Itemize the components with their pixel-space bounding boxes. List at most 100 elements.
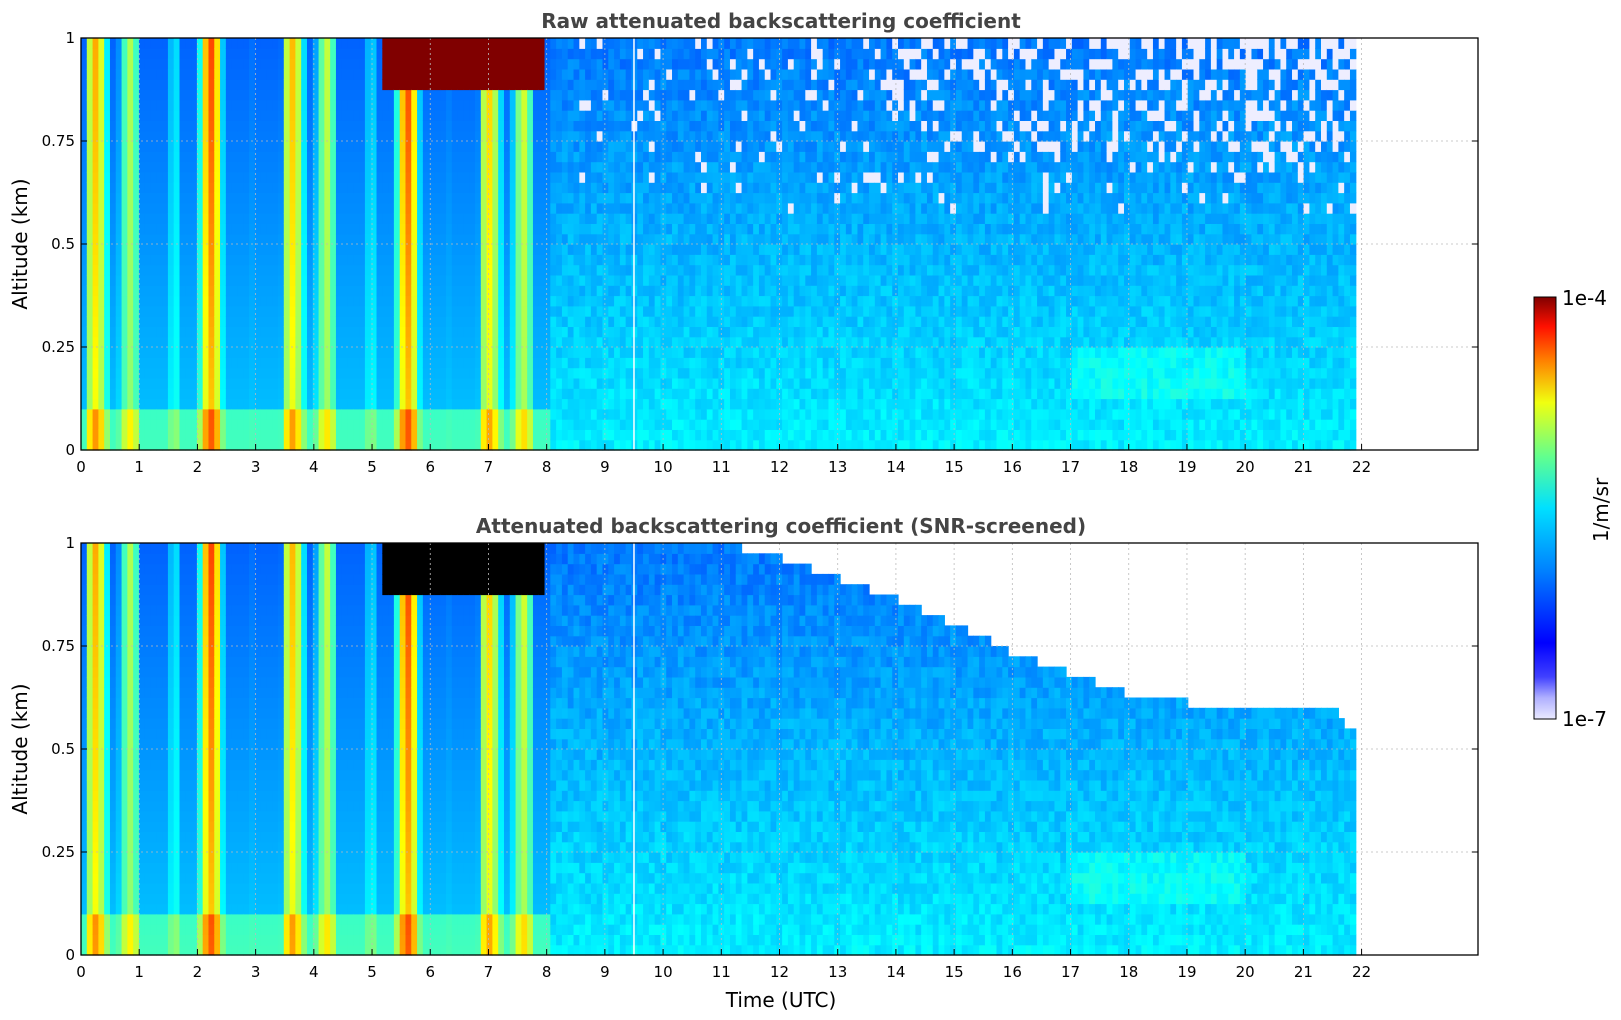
heatmap-cell (480, 336, 488, 348)
heatmap-cell (509, 68, 517, 80)
heatmap-cell (463, 182, 470, 194)
heatmap-cell (741, 367, 748, 379)
heatmap-cell (324, 161, 331, 173)
heatmap-cell (515, 326, 522, 338)
heatmap-cell (162, 285, 169, 297)
heatmap-cell (729, 244, 737, 255)
heatmap-cell (770, 223, 777, 235)
heatmap-cell (214, 429, 221, 441)
heatmap-cell (550, 305, 557, 317)
heatmap-cell (283, 377, 291, 389)
heatmap-cell (388, 244, 395, 255)
heatmap-cell (249, 161, 256, 173)
heatmap-cell (683, 141, 691, 152)
heatmap-cell (532, 429, 540, 441)
heatmap-cell (428, 388, 436, 400)
heatmap-cell (417, 419, 424, 430)
heatmap-cell (573, 264, 580, 276)
heatmap-cell (364, 38, 372, 49)
heatmap-cell (532, 336, 540, 348)
heatmap-cell (666, 377, 673, 389)
heatmap-cell (602, 192, 609, 204)
heatmap-cell (492, 141, 499, 152)
heatmap-cell (689, 202, 696, 214)
heatmap-cell (289, 305, 296, 317)
heatmap-cell (220, 408, 227, 420)
heatmap-cell (590, 192, 598, 204)
heatmap-cell (249, 357, 256, 369)
heatmap-cell (567, 202, 575, 214)
heatmap-cell (278, 305, 285, 317)
heatmap-cell (799, 110, 806, 121)
heatmap-cell (388, 151, 395, 163)
heatmap-cell (393, 326, 401, 338)
heatmap-cell (208, 38, 215, 49)
heatmap-cell (764, 68, 772, 80)
heatmap-cell (590, 244, 598, 255)
heatmap-cell (335, 274, 343, 286)
heatmap-cell (480, 439, 488, 451)
heatmap-cell (335, 38, 343, 49)
heatmap-cell (225, 408, 233, 420)
heatmap-cell (393, 408, 401, 420)
heatmap-cell (399, 48, 407, 60)
heatmap-cell (724, 213, 731, 224)
heatmap-cell (283, 213, 291, 224)
heatmap-cell (301, 295, 308, 307)
heatmap-cell (393, 79, 401, 91)
heatmap-cell (747, 110, 754, 121)
heatmap-cell (156, 326, 163, 338)
heatmap-cell (260, 202, 268, 214)
heatmap-cell (405, 274, 412, 286)
heatmap-cell (156, 316, 163, 327)
heatmap-cell (764, 79, 772, 91)
heatmap-cell (225, 254, 233, 266)
heatmap-cell (724, 99, 731, 111)
heatmap-cell (596, 367, 604, 379)
heatmap-cell (133, 89, 140, 101)
heatmap-cell (573, 192, 580, 204)
heatmap-cell (527, 295, 534, 307)
heatmap-cell (272, 316, 279, 327)
heatmap-cell (712, 295, 719, 307)
heatmap-cell (104, 141, 111, 152)
heatmap-cell (515, 58, 522, 70)
heatmap-cell (243, 326, 250, 338)
heatmap-cell (446, 254, 453, 266)
heatmap-cell (561, 48, 569, 60)
heatmap-cell (521, 264, 528, 276)
heatmap-cell (405, 398, 412, 410)
heatmap-cell (347, 367, 354, 379)
heatmap-cell (689, 316, 696, 327)
heatmap-cell (86, 223, 94, 235)
heatmap-cell (747, 336, 754, 348)
heatmap-cell (573, 120, 580, 132)
heatmap-cell (787, 398, 795, 410)
heatmap-cell (208, 357, 215, 369)
heatmap-cell (556, 141, 563, 152)
heatmap-cell (121, 89, 128, 101)
heatmap-cell (341, 182, 349, 194)
heatmap-cell (451, 347, 459, 358)
heatmap-cell (538, 429, 546, 441)
heatmap-cell (127, 336, 134, 348)
heatmap-cell (515, 295, 522, 307)
heatmap-cell (683, 408, 691, 420)
heatmap-cell (306, 130, 314, 142)
heatmap-cell (353, 244, 360, 255)
heatmap-cell (770, 48, 777, 60)
heatmap-cell (422, 326, 430, 338)
heatmap-cell (156, 285, 163, 297)
heatmap-cell (150, 274, 157, 286)
heatmap-cell (585, 429, 592, 441)
heatmap-cell (278, 141, 285, 152)
heatmap-cell (133, 79, 140, 91)
heatmap-cell (677, 89, 685, 101)
heatmap-cell (724, 171, 731, 183)
heatmap-cell (208, 285, 215, 297)
heatmap-cell (231, 68, 239, 80)
heatmap-cell (422, 377, 430, 389)
heatmap-cell (86, 295, 94, 307)
heatmap-cell (115, 79, 123, 91)
heatmap-cell (312, 89, 320, 101)
